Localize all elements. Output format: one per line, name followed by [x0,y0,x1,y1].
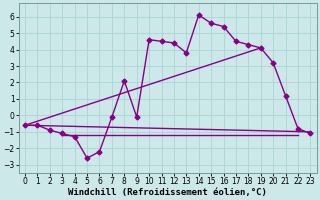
X-axis label: Windchill (Refroidissement éolien,°C): Windchill (Refroidissement éolien,°C) [68,188,267,197]
